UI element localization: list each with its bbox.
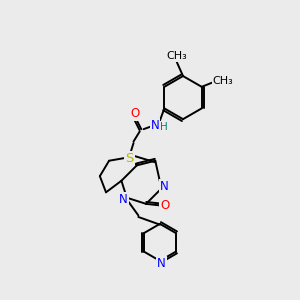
Text: N: N [119, 193, 128, 206]
Text: N: N [157, 257, 166, 270]
Text: S: S [125, 152, 134, 165]
Text: N: N [151, 119, 160, 132]
Text: H: H [160, 122, 167, 132]
Text: CH₃: CH₃ [213, 76, 234, 86]
Text: O: O [130, 107, 140, 120]
Text: O: O [160, 199, 169, 212]
Text: N: N [160, 180, 169, 194]
Text: CH₃: CH₃ [167, 51, 187, 61]
